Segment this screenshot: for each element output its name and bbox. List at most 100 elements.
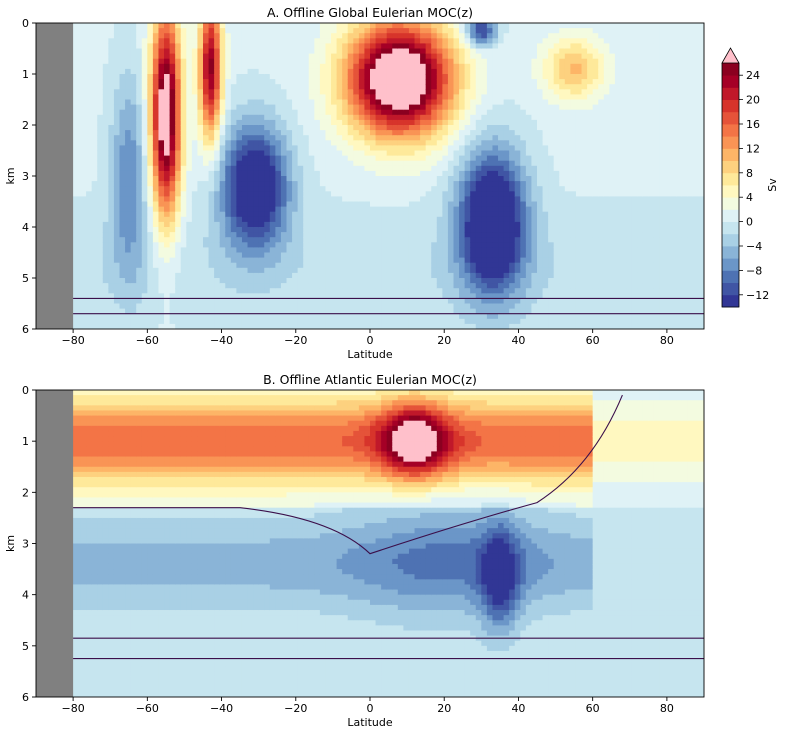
heatmap-cell	[470, 283, 477, 289]
heatmap-cell	[375, 262, 382, 269]
heatmap-cell	[286, 232, 293, 238]
heatmap-cell	[91, 313, 98, 320]
heatmap-cell	[408, 283, 416, 289]
heatmap-cell	[225, 130, 232, 136]
heatmap-cell	[470, 170, 477, 177]
heatmap-cell	[280, 130, 288, 136]
heatmap-cell	[292, 211, 299, 218]
heatmap-cell	[225, 94, 232, 101]
heatmap-cell	[342, 303, 349, 310]
heatmap-cell	[492, 242, 499, 248]
heatmap-cell	[325, 232, 332, 238]
heatmap-cell	[475, 278, 482, 284]
heatmap-cell	[420, 23, 427, 29]
heatmap-cell	[403, 267, 410, 274]
heatmap-cell	[191, 89, 199, 95]
heatmap-cell	[381, 53, 388, 60]
heatmap-cell	[308, 109, 315, 116]
heatmap-cell	[370, 48, 377, 55]
heatmap-cell	[175, 227, 182, 233]
heatmap-cell	[113, 130, 121, 136]
heatmap-cell	[80, 79, 87, 85]
heatmap-cell	[403, 293, 410, 299]
heatmap-cell	[325, 135, 332, 141]
heatmap-cell	[164, 125, 171, 131]
heatmap-cell	[475, 160, 482, 167]
heatmap-cell	[191, 150, 199, 157]
heatmap-cell	[331, 53, 338, 60]
heatmap-cell	[80, 318, 87, 325]
heatmap-cell	[264, 191, 271, 197]
heatmap-cell	[447, 201, 455, 208]
heatmap-cell	[91, 272, 98, 279]
heatmap-cell	[292, 145, 299, 152]
heatmap-cell	[130, 53, 137, 60]
heatmap-cell	[258, 89, 265, 95]
heatmap-cell	[203, 160, 210, 167]
heatmap-cell	[325, 160, 332, 167]
heatmap-cell	[236, 145, 243, 152]
heatmap-cell	[108, 247, 115, 254]
heatmap-cell	[464, 160, 471, 167]
heatmap-cell	[130, 196, 137, 203]
heatmap-cell	[219, 74, 226, 80]
heatmap-cell	[308, 323, 315, 329]
heatmap-cell	[492, 323, 499, 329]
heatmap-cell	[169, 303, 176, 310]
heatmap-cell	[292, 63, 299, 70]
heatmap-cell	[241, 257, 249, 264]
heatmap-cell	[186, 145, 193, 152]
heatmap-cell	[436, 68, 443, 75]
heatmap-cell	[358, 237, 366, 243]
heatmap-cell	[403, 242, 410, 248]
heatmap-cell	[325, 170, 332, 177]
heatmap-cell	[475, 201, 482, 208]
heatmap-cell	[459, 28, 466, 34]
heatmap-cell	[191, 38, 199, 44]
heatmap-cell	[197, 145, 204, 152]
heatmap-cell	[392, 288, 399, 294]
heatmap-cell	[375, 308, 382, 315]
heatmap-cell	[486, 130, 494, 136]
heatmap-cell	[392, 160, 399, 167]
heatmap-cell	[169, 28, 176, 34]
heatmap-cell	[447, 38, 455, 44]
heatmap-cell	[331, 28, 338, 34]
heatmap-cell	[219, 293, 226, 299]
heatmap-cell	[370, 186, 377, 192]
heatmap-cell	[253, 145, 260, 152]
heatmap-cell	[475, 313, 482, 320]
heatmap-cell	[264, 53, 271, 60]
heatmap-cell	[292, 135, 299, 141]
heatmap-cell	[147, 237, 154, 243]
heatmap-cell	[314, 58, 321, 65]
heatmap-cell	[169, 242, 176, 248]
heatmap-cell	[464, 191, 471, 197]
heatmap-cell	[197, 262, 204, 269]
heatmap-cell	[336, 278, 343, 284]
heatmap-cell	[214, 293, 221, 299]
heatmap-cell	[442, 196, 449, 203]
heatmap-cell	[364, 43, 371, 50]
heatmap-cell	[447, 43, 455, 50]
heatmap-cell	[269, 181, 276, 187]
heatmap-cell	[230, 176, 237, 182]
heatmap-cell	[158, 181, 165, 187]
heatmap-cell	[219, 58, 226, 65]
heatmap-cell	[370, 23, 377, 29]
heatmap-cell	[336, 237, 343, 243]
heatmap-cell	[414, 28, 421, 34]
heatmap-cell	[169, 293, 176, 299]
heatmap-cell	[241, 150, 249, 157]
heatmap-cell	[186, 181, 193, 187]
heatmap-cell	[314, 196, 321, 203]
heatmap-cell	[147, 165, 154, 172]
heatmap-cell	[141, 150, 148, 157]
heatmap-cell	[269, 125, 276, 131]
heatmap-cell	[280, 33, 288, 39]
heatmap-cell	[141, 232, 148, 238]
heatmap-cell	[158, 191, 165, 197]
heatmap-cell	[492, 79, 499, 85]
heatmap-cell	[169, 227, 176, 233]
heatmap-cell	[175, 33, 182, 39]
